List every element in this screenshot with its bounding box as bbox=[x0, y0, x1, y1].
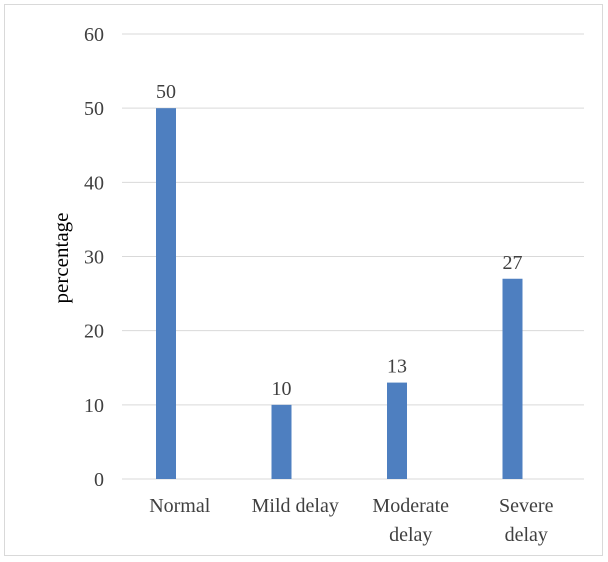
data-label: 10 bbox=[272, 378, 292, 400]
y-axis-ticks: 0 10 20 30 40 50 60 bbox=[84, 24, 104, 491]
x-category-label: delay bbox=[389, 524, 432, 546]
y-tick-label: 10 bbox=[84, 395, 104, 417]
y-tick-label: 40 bbox=[84, 172, 104, 194]
y-tick-label: 30 bbox=[84, 247, 104, 269]
data-label: 50 bbox=[156, 81, 176, 103]
y-tick-label: 50 bbox=[84, 98, 104, 120]
bar bbox=[156, 108, 176, 480]
x-category-label: Normal bbox=[149, 495, 211, 517]
y-tick-label: 60 bbox=[84, 24, 104, 46]
bar bbox=[387, 382, 407, 479]
x-category-label: Moderate bbox=[372, 495, 449, 517]
data-label: 13 bbox=[387, 356, 407, 378]
x-category-label: Mild delay bbox=[252, 495, 339, 517]
data-label: 27 bbox=[503, 252, 523, 274]
x-category-label: delay bbox=[505, 524, 548, 546]
y-tick-label: 0 bbox=[94, 469, 104, 491]
bars bbox=[156, 108, 523, 480]
x-category-label: Severe bbox=[499, 495, 554, 517]
x-axis-categories: Normal Mild delay Moderate delay Severe delay bbox=[149, 495, 553, 546]
y-axis-title: percentage bbox=[49, 213, 73, 304]
y-tick-label: 20 bbox=[84, 321, 104, 343]
data-labels: 50 10 13 27 bbox=[156, 81, 523, 400]
bar bbox=[271, 404, 292, 479]
bar bbox=[502, 278, 523, 479]
